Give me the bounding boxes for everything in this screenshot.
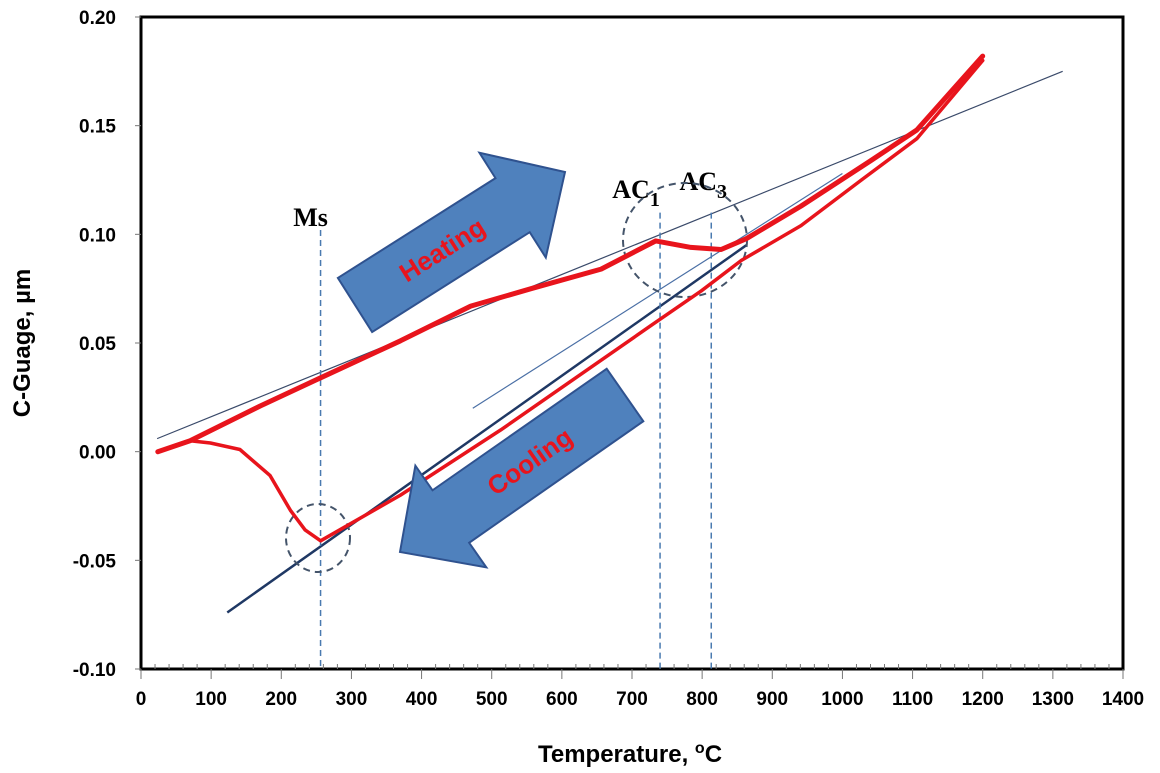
y-tick-label: 0.10 — [79, 225, 116, 246]
cooling-point — [859, 178, 863, 182]
x-tick-label: 700 — [616, 689, 648, 710]
x-tick-label: 600 — [546, 689, 578, 710]
heating-point — [258, 404, 262, 408]
y-tick-label: 0.15 — [79, 117, 116, 138]
cooling-point — [699, 289, 703, 293]
marker-label: AC3 — [679, 167, 727, 203]
heating-point — [915, 128, 919, 132]
heating-point — [689, 245, 693, 249]
cooling-point — [649, 324, 653, 328]
cooling-point — [739, 258, 743, 262]
heating-point — [469, 304, 473, 308]
cooling-point — [238, 447, 242, 451]
x-tick-label: 900 — [756, 689, 788, 710]
heating-point — [744, 237, 748, 241]
x-tick-label: 0 — [136, 689, 147, 710]
heating-point — [399, 339, 403, 343]
heating-point — [599, 267, 603, 271]
x-tick-label: 1100 — [892, 689, 933, 710]
cooling-arrow-shape — [398, 367, 645, 569]
cooling-curve — [188, 58, 985, 543]
x-tick-label: 300 — [336, 689, 368, 710]
heating-point — [654, 239, 658, 243]
cooling-point — [499, 428, 503, 432]
heating-point — [529, 287, 533, 291]
y-tick-label: -0.05 — [73, 551, 117, 572]
heating-point — [719, 248, 723, 252]
y-tick-label: -0.10 — [73, 660, 116, 681]
cooling-point — [288, 508, 292, 512]
x-axis-label: Temperature, oC — [538, 740, 722, 768]
y-axis-label: C-Guage, µm — [9, 269, 36, 418]
heating-arrow-shape — [336, 151, 567, 334]
y-tick-label: 0.20 — [79, 8, 116, 29]
heating-point — [156, 450, 160, 454]
y-tick-label: 0.00 — [79, 443, 116, 464]
cooling-point — [188, 439, 192, 443]
cooling-point — [208, 441, 212, 445]
ac-circle — [622, 182, 748, 298]
ms-circle — [285, 503, 351, 573]
heating-point — [799, 204, 803, 208]
heating-point — [981, 54, 985, 58]
cooling-point — [915, 137, 919, 141]
x-tick-label: 500 — [476, 689, 508, 710]
cooling-point — [303, 528, 307, 532]
cooling-point — [799, 224, 803, 228]
plot-frame — [139, 15, 1125, 671]
x-tick-label: 1200 — [962, 689, 1004, 710]
heating-point — [869, 158, 873, 162]
marker-label: AC1 — [612, 175, 660, 211]
marker-label: Ms — [293, 203, 328, 232]
x-tick-label: 100 — [195, 689, 227, 710]
cooling-point — [319, 539, 323, 543]
x-tick-label: 200 — [265, 689, 297, 710]
heating-arrow: Heating — [336, 151, 567, 334]
cooling-point — [268, 474, 272, 478]
x-tick-label: 1000 — [821, 689, 863, 710]
x-tick-label: 800 — [686, 689, 718, 710]
cooling-point — [399, 493, 403, 497]
heating-point — [319, 376, 323, 380]
cooling-point — [981, 58, 985, 62]
y-tick-label: 0.05 — [79, 334, 116, 355]
x-tick-label: 400 — [406, 689, 438, 710]
x-tick-label: 1300 — [1032, 689, 1074, 710]
heating-curve — [155, 53, 986, 455]
x-tick-label: 1400 — [1102, 689, 1144, 710]
